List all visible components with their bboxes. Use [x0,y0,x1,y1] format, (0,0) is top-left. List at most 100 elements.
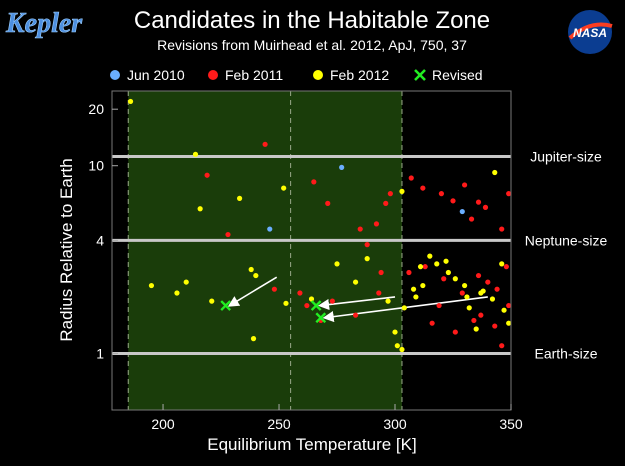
data-point-feb2011-23 [468,216,475,222]
chart-subtitle: Revisions from Muirhead et al. 2012, ApJ… [157,37,467,53]
data-point-feb2011-25 [482,204,489,210]
data-point-feb2012-21 [410,286,417,292]
data-point-feb2011-28 [406,269,412,276]
y-tick-label-1: 4 [96,232,104,248]
data-point-feb2011-30 [441,276,447,282]
data-point-feb2011-3 [325,200,331,206]
plot-frame [111,90,512,411]
data-point-feb2012-16 [364,256,370,262]
legend-x-stroke [414,69,426,81]
data-point-jun2010-2 [459,208,465,215]
y-tick-label-2: 10 [88,158,104,174]
data-point-feb2011-11 [376,290,382,296]
kepler-logo: Kepler [5,8,83,39]
data-point-feb2012-33 [506,320,512,326]
chart-title: Candidates in the Habitable Zone [134,7,490,34]
revised-marker-stroke [310,300,322,311]
data-point-feb2011-34 [494,286,500,292]
data-point-feb2012-6 [174,290,180,296]
revised-marker-1 [310,300,322,311]
data-point-feb2011-38 [492,323,498,329]
data-point-feb2011-26 [499,226,505,232]
data-point-feb2011-24 [475,199,482,205]
data-point-feb2012-22 [417,264,424,270]
revised-marker-0 [220,300,232,311]
data-point-feb2011-18 [408,175,414,181]
legend-marker-1 [208,70,218,80]
data-point-feb2011-37 [478,312,484,318]
data-point-feb2011-20 [438,191,445,197]
data-point-feb2011-12 [271,286,277,292]
data-point-feb2012-2 [197,206,203,212]
data-point-feb2012-1 [192,151,199,157]
data-point-feb2012-38 [401,305,407,311]
revised-marker-2 [315,312,327,324]
data-point-feb2012-14 [334,261,340,267]
data-point-feb2012-3 [281,185,287,191]
data-point-feb2011-0 [204,172,210,178]
x-axis-label: Equilibrium Temperature [K] [207,435,416,454]
revision-arrow-0 [227,276,278,307]
data-point-feb2011-17 [352,312,359,318]
revision-arrow-1 [317,296,396,311]
data-point-feb2011-6 [364,242,370,248]
data-point-feb2012-17 [385,298,391,304]
data-point-feb2012-34 [499,261,505,267]
revised-marker-stroke [315,312,327,324]
data-point-feb2012-13 [308,296,315,302]
data-point-feb2012-12 [283,300,289,306]
reference-label-1: Neptune-size [525,232,608,248]
data-point-feb2012-42 [478,290,484,296]
x-tick-label-3: 350 [499,416,523,432]
data-point-feb2012-36 [443,258,449,264]
x-tick-label-0: 200 [151,416,175,432]
legend-label-1: Feb 2011 [225,67,283,83]
reference-label-2: Earth-size [534,345,597,361]
data-point-feb2011-5 [357,226,363,232]
data-point-feb2012-41 [464,294,470,300]
data-point-feb2011-32 [475,272,482,279]
data-point-feb2012-5 [148,282,155,289]
data-point-feb2011-42 [429,320,435,326]
data-point-feb2011-8 [383,200,389,206]
data-point-feb2011-4 [225,231,231,238]
y-axis-label: Radius Relative to Earth [57,158,76,341]
data-point-feb2011-14 [304,302,310,309]
legend: Jun 2010 Feb 2011 Feb 2012 Revised [110,67,483,83]
legend-label-0: Jun 2010 [127,67,185,83]
data-point-feb2011-29 [422,264,428,270]
data-point-feb2011-2 [311,179,317,185]
data-point-feb2011-21 [450,198,456,204]
data-point-feb2012-32 [501,307,507,313]
data-point-feb2012-19 [394,343,400,349]
data-point-feb2011-39 [506,302,512,309]
data-point-feb2012-35 [399,188,405,194]
nasa-logo: NASA [568,10,613,54]
data-point-feb2012-4 [236,195,243,201]
data-point-feb2012-0 [127,98,134,105]
data-point-feb2012-28 [466,305,472,311]
legend-marker-0 [110,70,120,80]
data-point-feb2012-25 [445,269,451,276]
data-point-feb2011-22 [462,182,468,188]
data-point-feb2011-35 [503,264,509,270]
data-point-feb2012-9 [248,266,254,273]
data-point-feb2011-41 [499,343,505,349]
reference-label-0: Jupiter-size [530,148,602,164]
y-tick-label-3: 20 [88,101,104,117]
data-point-jun2010-0 [339,164,345,170]
data-point-feb2011-33 [485,279,491,285]
data-point-feb2012-29 [473,326,479,332]
data-point-feb2012-39 [413,294,419,300]
data-point-feb2011-40 [471,317,477,324]
data-point-feb2011-7 [373,221,380,227]
data-point-feb2011-43 [452,329,458,335]
data-point-feb2012-18 [392,329,398,335]
data-point-feb2011-27 [506,191,512,197]
data-point-feb2011-1 [262,141,268,147]
data-point-feb2011-10 [378,269,384,276]
svg-text:NASA: NASA [573,26,607,40]
data-point-feb2011-19 [420,185,426,191]
legend-marker-2 [313,70,323,80]
